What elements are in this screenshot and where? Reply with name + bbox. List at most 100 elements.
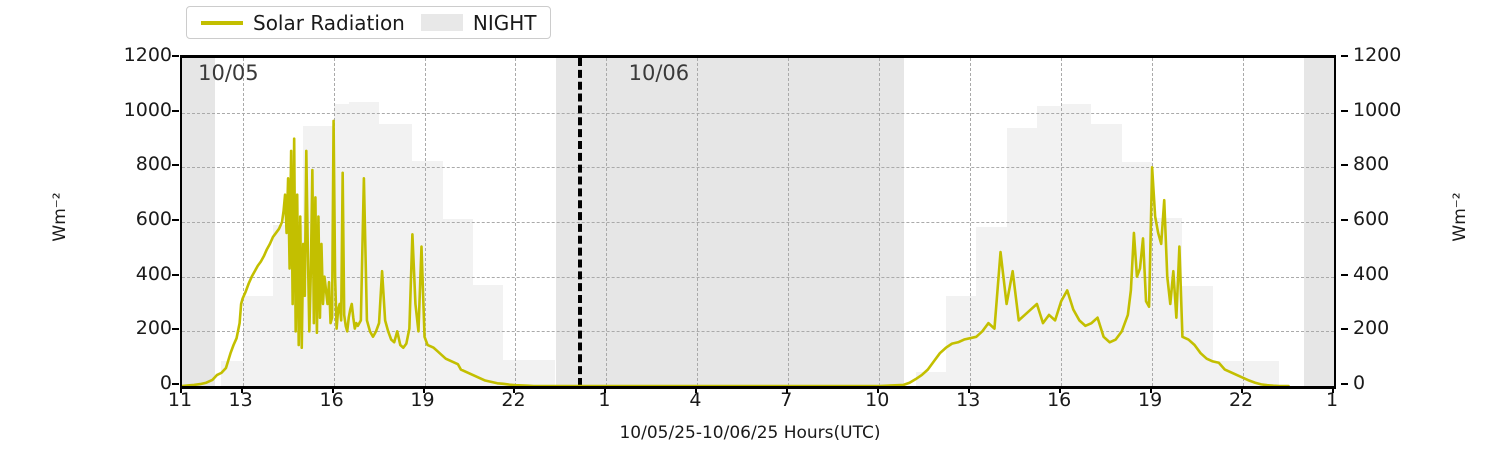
x-axis-tick-mark: [786, 386, 789, 393]
night-patch-swatch-icon: [420, 14, 463, 31]
clearsky-envelope-step: [412, 160, 443, 386]
y-axis-right: 0 200 400 600 800 1000 1200: [1341, 44, 1413, 394]
grid-line-vertical: [970, 58, 972, 386]
y-axis-label-left: Wm⁻²: [50, 192, 70, 242]
x-axis-tick-label: 16: [319, 389, 344, 411]
clearsky-envelope-step: [242, 295, 273, 386]
grid-line-vertical: [606, 58, 608, 386]
y-axis-tick-mark-left: [172, 109, 179, 112]
y-axis-tick-mark-left: [172, 55, 179, 57]
x-axis-tick-mark: [968, 386, 971, 393]
x-axis-tick-mark: [695, 386, 698, 393]
clearsky-envelope-step: [1036, 105, 1062, 386]
x-axis-tick-mark: [1332, 386, 1334, 393]
chart-legend: Solar Radiation NIGHT: [186, 6, 552, 39]
y-axis-tick-label-right: 0: [1353, 372, 1366, 394]
y-axis-tick-label-left: 600: [135, 208, 172, 230]
y-axis-tick-mark-left: [172, 383, 179, 385]
day-label: 10/06: [628, 61, 690, 85]
x-axis-tick-mark: [331, 386, 334, 393]
clearsky-envelope-step: [1006, 127, 1037, 386]
legend-label-night: NIGHT: [472, 10, 537, 35]
grid-line-vertical: [1152, 58, 1154, 386]
x-axis-tick-label: 1: [1325, 389, 1339, 411]
clearsky-envelope-step: [1212, 361, 1280, 386]
solar-radiation-series: [182, 58, 1334, 386]
legend-entry-solar-radiation: Solar Radiation: [201, 13, 405, 33]
x-axis-tick-mark: [1059, 386, 1062, 393]
y-axis-tick-mark-right: [1341, 383, 1348, 385]
x-axis-tick-label: 7: [780, 389, 793, 411]
clearsky-envelope-step: [473, 284, 504, 386]
y-axis-tick-mark-left: [172, 328, 179, 331]
x-axis-tick-mark: [422, 386, 425, 393]
x-axis-label: 10/05/25-10/06/25 Hours(UTC): [619, 423, 881, 443]
y-axis-tick-label-right: 600: [1353, 208, 1390, 230]
day-divider-line: [577, 58, 582, 386]
y-axis-tick-label-right: 400: [1353, 262, 1390, 285]
x-axis-tick-label: 19: [410, 389, 435, 411]
x-axis-tick-mark: [1241, 386, 1244, 393]
x-axis-tick-label: 13: [956, 389, 981, 411]
x-axis-tick-mark: [240, 386, 243, 393]
x-axis-tick-mark: [180, 386, 182, 393]
x-axis-tick-label: 4: [689, 389, 702, 411]
x-axis-tick-label: 10: [865, 389, 890, 411]
clearsky-envelope-step: [503, 360, 555, 386]
y-axis-tick-label-left: 1200: [123, 44, 172, 66]
y-axis-tick-mark-right: [1341, 109, 1348, 112]
x-axis-tick-label: 13: [228, 389, 253, 411]
y-axis-tick-label-left: 1000: [123, 98, 172, 121]
grid-line-vertical: [424, 58, 426, 386]
y-axis-tick-label-right: 200: [1353, 317, 1390, 340]
y-axis-label-right: Wm⁻²: [1450, 192, 1470, 242]
grid-line-vertical: [1061, 58, 1063, 386]
solar-radiation-line-swatch-icon: [201, 20, 243, 25]
y-axis-tick-label-left: 800: [135, 153, 172, 176]
y-axis-tick-label-left: 0: [159, 372, 172, 394]
plot-area: 10/05 10/06: [180, 55, 1336, 389]
y-axis-tick-label-left: 400: [135, 262, 172, 285]
clearsky-envelope-step: [1061, 104, 1092, 386]
clearsky-envelope-step: [915, 372, 946, 386]
grid-line-horizontal: [182, 167, 1334, 169]
y-axis-tick-label-right: 1000: [1353, 98, 1402, 121]
x-axis-tick-label: 11: [167, 389, 193, 411]
y-axis-tick-mark-right: [1341, 273, 1348, 276]
x-axis-tick-label: 19: [1138, 389, 1163, 411]
y-axis-tick-label-right: 1200: [1353, 44, 1402, 66]
clearsky-envelope-step: [348, 101, 380, 386]
y-axis-tick-mark-right: [1341, 328, 1348, 331]
y-axis-tick-mark-right: [1341, 164, 1348, 167]
day-label: 10/05: [198, 61, 259, 85]
y-axis-tick-mark-left: [172, 219, 179, 221]
grid-line-horizontal: [182, 276, 1334, 278]
x-axis-tick-mark: [604, 386, 607, 393]
y-axis-tick-mark-right: [1341, 55, 1348, 57]
grid-line-vertical: [697, 58, 699, 386]
x-axis-tick-label: 16: [1047, 389, 1072, 411]
y-axis-left: 0 200 400 600 800 1000 1200: [100, 44, 179, 394]
y-axis-tick-mark-right: [1341, 219, 1348, 221]
x-axis-tick-label: 1: [598, 389, 611, 411]
grid-line-vertical: [1243, 58, 1245, 386]
clearsky-envelope-step: [1182, 286, 1213, 386]
x-axis-tick-label: 22: [501, 389, 526, 411]
y-axis-tick-label-right: 800: [1353, 153, 1390, 176]
grid-line-vertical: [879, 58, 881, 386]
grid-line-vertical: [515, 58, 517, 386]
y-axis-tick-label-left: 200: [135, 317, 172, 340]
grid-line-horizontal: [182, 331, 1334, 333]
y-axis-tick-mark-left: [172, 273, 179, 276]
x-axis-tick-mark: [513, 386, 516, 393]
grid-line-horizontal: [182, 112, 1334, 114]
x-axis-tick-mark: [877, 386, 880, 393]
grid-line-horizontal: [182, 222, 1334, 223]
grid-line-vertical: [788, 58, 790, 386]
legend-label-solar-radiation: Solar Radiation: [253, 10, 405, 35]
x-axis-tick-label: 22: [1228, 389, 1254, 411]
legend-entry-night: NIGHT: [420, 10, 537, 35]
grid-line-vertical: [242, 58, 244, 386]
y-axis-tick-mark-left: [172, 164, 179, 167]
